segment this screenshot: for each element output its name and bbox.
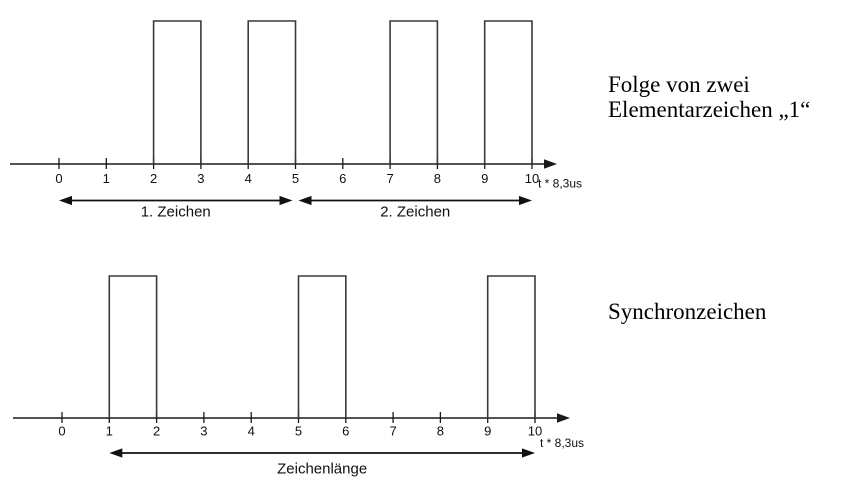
tick-label: 7 [386, 171, 393, 186]
tick-label: 3 [200, 424, 207, 439]
tick-label: 7 [389, 424, 396, 439]
tick-label: 9 [481, 171, 488, 186]
tick-label: 1 [106, 424, 113, 439]
tick-label: 0 [58, 424, 65, 439]
caption-line-2: Elementarzeichen „1“ [608, 97, 811, 122]
tick-label: 5 [292, 171, 299, 186]
tick-label: 4 [248, 424, 255, 439]
span-arrowhead-right-icon [522, 448, 535, 458]
waveform-synchronzeichen: 0 1 2 3 4 5 6 7 8 9 10t * 8,3us Zeichenlänge [13, 275, 584, 478]
axis-unit-label: t * 8,3us [540, 436, 584, 450]
pulse-waveform [483, 20, 533, 164]
pulse-waveform [486, 275, 536, 418]
tick-label: 3 [197, 171, 204, 186]
tick-label: 8 [437, 424, 444, 439]
span-arrowhead-left-icon [298, 195, 312, 206]
span-arrowhead-left-icon [59, 195, 72, 206]
axis-unit-label: t * 8,3us [538, 177, 582, 191]
span-label: Zeichenlänge [277, 461, 367, 478]
tick-label: 10 [525, 171, 539, 186]
caption-synchronzeichen: Synchronzeichen [608, 299, 766, 324]
pulse-waveform [389, 20, 439, 164]
tick-label: 1 [103, 171, 110, 186]
tick-label: 4 [245, 171, 252, 186]
pulse-waveform [152, 20, 202, 164]
tick-label: 2 [153, 424, 160, 439]
span-label: 2. Zeichen [380, 204, 450, 221]
pulse-waveform [297, 275, 347, 418]
pulse-waveform [108, 275, 158, 418]
caption-elementarzeichen: Folge von zwei Elementarzeichen „1“ [608, 72, 810, 122]
tick-label: 5 [295, 424, 302, 439]
tick-label: 0 [55, 171, 62, 186]
axis-arrowhead-icon [544, 159, 557, 169]
caption-line-1: Synchronzeichen [608, 299, 767, 324]
tick-label: 6 [342, 424, 349, 439]
span-arrowhead-right-icon [519, 195, 532, 206]
span-label: 1. Zeichen [141, 204, 211, 221]
tick-label: 6 [339, 171, 346, 186]
pulse-waveform [247, 20, 297, 164]
axis-arrowhead-icon [557, 413, 570, 423]
tick-label: 2 [150, 171, 157, 186]
tick-label: 8 [434, 171, 441, 186]
waveform-elementarzeichen: 0 1 2 3 4 5 6 7 8 9 10t * 8,3us 1. Zeichen 2. Zeiche… [10, 20, 582, 221]
tick-label: 9 [484, 424, 491, 439]
caption-line-1: Folge von zwei [608, 72, 750, 97]
span-arrowhead-right-icon [279, 195, 293, 206]
tick-label: 10 [528, 424, 542, 439]
span-arrowhead-left-icon [109, 448, 123, 458]
